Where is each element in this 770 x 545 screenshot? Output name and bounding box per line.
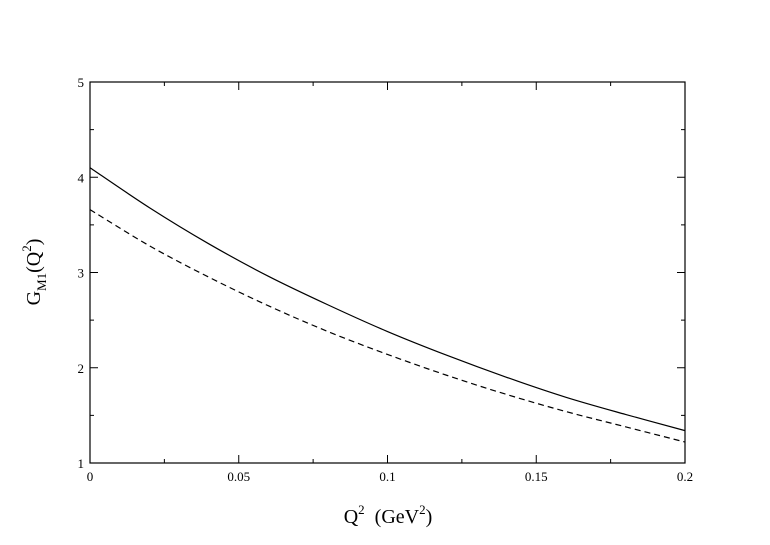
y-axis-label: GM1(Q2): [19, 239, 49, 306]
x-tick-label: 0.15: [525, 469, 548, 484]
series-line-solid: [89, 167, 686, 432]
x-tick-label: 0.05: [227, 469, 250, 484]
x-tick-label: 0.2: [677, 469, 693, 484]
x-axis-label: Q2 (GeV2): [344, 502, 433, 528]
y-tick-label: 1: [78, 456, 85, 471]
plot-frame: [89, 81, 686, 464]
y-tick-label: 3: [78, 266, 85, 281]
y-tick-label: 5: [78, 75, 85, 90]
x-tick-label: 0.1: [379, 469, 395, 484]
plot-marks: [89, 167, 686, 443]
y-tick-label: 4: [78, 170, 85, 185]
series-line-dashed: [89, 209, 686, 443]
y-tick-label: 2: [78, 361, 85, 376]
axis-ticks: 0 0.05 0.1 0.15 0.2 1 2 3 4 5: [78, 75, 694, 484]
x-tick-label: 0: [87, 469, 94, 484]
